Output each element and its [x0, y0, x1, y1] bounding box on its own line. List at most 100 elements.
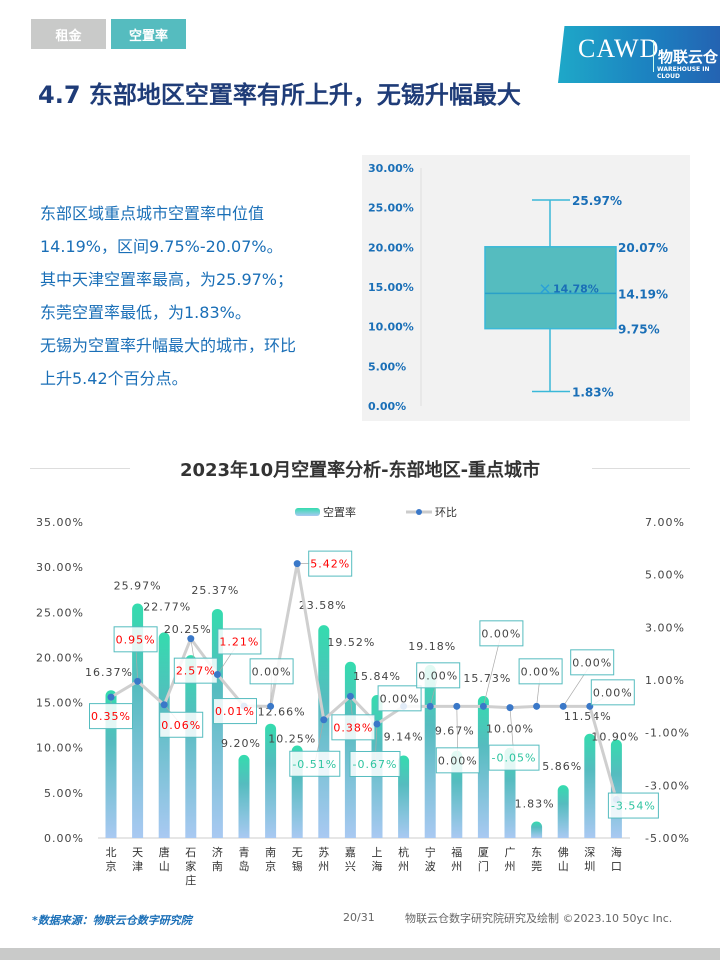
box-mean-marker	[540, 284, 550, 294]
x-tick-label: 津	[132, 860, 143, 873]
mom-label: 0.00%	[572, 656, 612, 669]
box-y-tick: 15.00%	[368, 281, 414, 294]
box-iqr	[484, 246, 617, 330]
x-tick-label: 京	[106, 859, 117, 873]
page-number: 20/31	[343, 911, 375, 924]
mom-label: 0.00%	[380, 692, 420, 705]
mom-label-box	[289, 750, 341, 777]
desc-line: 14.19%，区间9.75%-20.07%。	[40, 237, 283, 256]
desc-line: 东莞空置率最低，为1.83%。	[40, 303, 251, 322]
mom-label-box	[488, 744, 540, 771]
bar-value-label: 25.37%	[191, 584, 239, 597]
left-y-tick: 0.00%	[44, 832, 84, 845]
mom-point	[187, 635, 195, 643]
x-tick-label: 山	[159, 860, 170, 873]
bar-value-label: 23.58%	[299, 599, 347, 612]
bar-value-label: 16.37%	[85, 666, 133, 679]
mom-label-box	[331, 714, 376, 741]
mom-label: 0.35%	[91, 710, 131, 723]
left-y-tick: 10.00%	[36, 742, 84, 755]
bar-value-label: 19.52%	[327, 636, 375, 649]
bar-value-label: 9.14%	[384, 730, 424, 743]
x-tick-label: 州	[318, 860, 329, 873]
footer-band	[0, 948, 720, 960]
right-y-tick: -1.00%	[645, 727, 690, 740]
x-tick-label: 海	[611, 845, 622, 859]
box-y-tick: 20.00%	[368, 241, 414, 254]
mom-point	[506, 704, 514, 712]
mom-label-box	[518, 658, 563, 685]
mom-label: 0.95%	[116, 633, 156, 646]
mom-label-box	[416, 662, 461, 689]
bar-厦门	[477, 695, 489, 838]
left-y-tick: 30.00%	[36, 561, 84, 574]
box-plot: 30.00% 25.00% 20.00% 15.00% 10.00% 5.00% 0.00%…	[368, 162, 668, 413]
mom-label-box	[479, 620, 524, 647]
mom-label-box	[607, 792, 659, 819]
mom-label: 0.00%	[593, 686, 633, 699]
mom-label-box	[173, 657, 218, 684]
x-tick-label: 无	[292, 846, 303, 859]
mom-label-box	[349, 750, 401, 777]
x-tick-label: 广	[505, 846, 516, 859]
mom-point	[107, 693, 115, 701]
logo-text: CAWD	[578, 34, 660, 63]
bar-value-label: 25.97%	[114, 580, 162, 593]
legend-label-mom: 环比	[435, 506, 457, 519]
mom-point	[373, 720, 381, 728]
box-y-tick: 30.00%	[368, 162, 414, 175]
mom-label: -0.51%	[292, 758, 337, 771]
mom-point	[426, 702, 434, 710]
bar-value-label: 15.84%	[353, 670, 401, 683]
mom-label: 0.06%	[161, 719, 201, 732]
tab-vacancy[interactable]: 空置率	[111, 19, 186, 49]
mom-point	[320, 716, 328, 724]
box-max-label: 25.97%	[572, 194, 622, 208]
x-tick-label: 嘉	[345, 845, 356, 859]
x-tick-label: 厦	[478, 846, 489, 859]
bar-value-label: 5.86%	[542, 760, 582, 773]
left-y-tick: 25.00%	[36, 606, 84, 619]
bar-青岛	[238, 754, 250, 838]
bar-石家庄	[185, 655, 197, 838]
mom-line	[110, 563, 618, 800]
x-tick-label: 唐	[159, 845, 170, 859]
x-tick-label: 兴	[345, 860, 356, 873]
page-title: 4.7 东部地区空置率有所上升，无锡升幅最大	[38, 81, 521, 109]
bar-深圳	[584, 733, 596, 838]
x-tick-label: 山	[558, 860, 569, 873]
x-tick-label: 天	[132, 846, 143, 859]
logo-cn: 物联云仓	[658, 48, 719, 66]
mom-label-box	[113, 626, 158, 653]
mom-label: 0.00%	[521, 665, 561, 678]
tab-rent[interactable]: 租金	[31, 19, 106, 49]
title-rule-right	[592, 468, 690, 469]
x-tick-label: 州	[505, 860, 516, 873]
x-tick-label: 州	[398, 860, 409, 873]
box-median-label: 14.19%	[618, 287, 668, 301]
x-tick-label: 福	[451, 845, 462, 859]
x-tick-label: 口	[611, 860, 622, 873]
description: 东部区域重点城市空置率中位值 14.19%，区间9.75%-20.07%。 其中…	[40, 197, 360, 395]
mom-point	[533, 702, 541, 710]
mom-label-box	[435, 747, 480, 774]
mom-label: 0.00%	[252, 665, 292, 678]
mom-label-box	[249, 658, 294, 685]
x-tick-label: 波	[425, 860, 436, 873]
chart-title: 2023年10月空置率分析-东部地区-重点城市	[179, 460, 541, 481]
desc-line: 东部区域重点城市空置率中位值	[40, 204, 265, 223]
mom-point	[134, 677, 142, 685]
right-y-tick: 1.00%	[645, 674, 685, 687]
bar-value-label: 20.25%	[164, 623, 212, 636]
bar-嘉兴	[344, 661, 356, 838]
bar-value-label: 10.25%	[268, 732, 316, 745]
bar-佛山	[557, 785, 569, 838]
x-tick-label: 海	[372, 859, 383, 873]
x-tick-label: 东	[531, 846, 542, 859]
bar-value-label: 22.77%	[143, 600, 191, 613]
mom-label-box	[377, 685, 422, 712]
mom-label-box	[308, 550, 353, 577]
mom-point	[160, 701, 168, 709]
x-tick-label: 深	[584, 846, 595, 859]
box-q3-label: 20.07%	[618, 241, 668, 255]
